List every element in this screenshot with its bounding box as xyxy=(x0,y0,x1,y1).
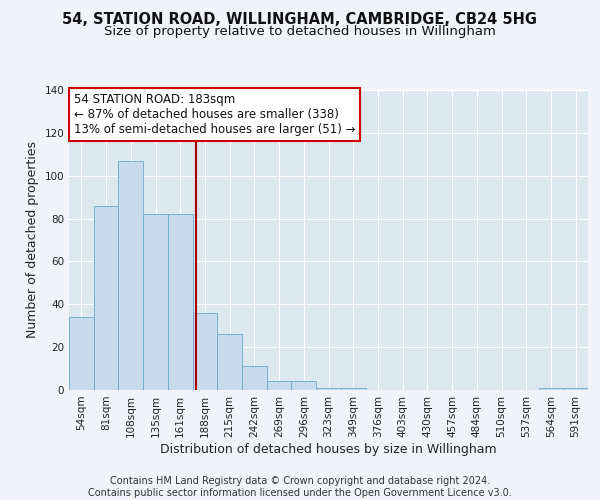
Bar xyxy=(69,317,94,390)
Bar xyxy=(539,388,563,390)
Bar xyxy=(316,388,341,390)
Bar xyxy=(267,382,292,390)
Text: 54 STATION ROAD: 183sqm
← 87% of detached houses are smaller (338)
13% of semi-d: 54 STATION ROAD: 183sqm ← 87% of detache… xyxy=(74,93,356,136)
Text: Size of property relative to detached houses in Willingham: Size of property relative to detached ho… xyxy=(104,25,496,38)
Bar xyxy=(143,214,168,390)
Bar xyxy=(94,206,118,390)
Bar xyxy=(168,214,193,390)
Bar xyxy=(292,382,316,390)
X-axis label: Distribution of detached houses by size in Willingham: Distribution of detached houses by size … xyxy=(160,442,497,456)
Bar xyxy=(118,160,143,390)
Bar xyxy=(341,388,365,390)
Bar xyxy=(563,388,588,390)
Bar xyxy=(242,366,267,390)
Text: Contains HM Land Registry data © Crown copyright and database right 2024.
Contai: Contains HM Land Registry data © Crown c… xyxy=(88,476,512,498)
Bar xyxy=(193,313,217,390)
Bar xyxy=(217,334,242,390)
Y-axis label: Number of detached properties: Number of detached properties xyxy=(26,142,39,338)
Text: 54, STATION ROAD, WILLINGHAM, CAMBRIDGE, CB24 5HG: 54, STATION ROAD, WILLINGHAM, CAMBRIDGE,… xyxy=(62,12,538,28)
